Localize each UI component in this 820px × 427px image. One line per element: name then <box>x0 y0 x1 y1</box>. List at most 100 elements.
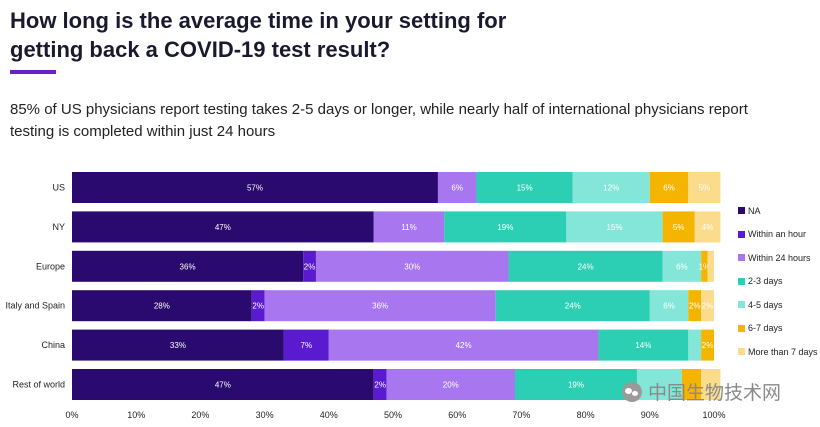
legend-swatch <box>738 230 745 238</box>
legend-swatch <box>738 348 745 356</box>
bar-segment <box>72 211 374 243</box>
data-label: 47% <box>215 223 231 232</box>
bar-segment <box>662 211 695 243</box>
bar-segment <box>386 369 515 400</box>
x-tick-label: 50% <box>384 410 402 420</box>
bar-segment <box>72 290 252 322</box>
bar-segment <box>72 250 304 282</box>
data-label: 2% <box>304 262 316 271</box>
data-label: 2% <box>252 302 264 311</box>
bar-segment <box>251 290 265 322</box>
category-label: Europe <box>36 261 65 271</box>
legend-swatch <box>738 277 745 285</box>
data-label: 20% <box>443 381 459 390</box>
chart-subtitle: 85% of US physicians report testing take… <box>10 101 748 140</box>
bar-segment <box>649 290 689 322</box>
bar-segment <box>495 290 650 322</box>
data-label: 2% <box>702 302 714 311</box>
legend-label: Within 24 hours <box>748 252 811 263</box>
data-label: 6% <box>451 184 463 193</box>
bar-segment <box>566 211 663 243</box>
bar-segment <box>514 369 637 400</box>
bar-segment <box>437 172 477 203</box>
legend-item: Within an hour <box>738 223 818 247</box>
data-label: 4% <box>702 223 714 232</box>
x-tick-label: 40% <box>320 410 338 420</box>
category-label: NY <box>52 222 65 232</box>
bar-segment <box>701 329 714 361</box>
data-label: 14% <box>635 341 651 350</box>
bar-segment <box>508 250 663 282</box>
legend-swatch <box>738 207 745 215</box>
data-label: 33% <box>170 341 186 350</box>
data-label: 30% <box>404 262 420 271</box>
bar-segment <box>444 211 567 243</box>
legend-item: NA <box>738 199 818 223</box>
legend-label: NA <box>748 205 761 216</box>
legend-label: 4-5 days <box>748 299 783 310</box>
watermark: 中国生物技术网 <box>622 378 781 405</box>
bar-segment <box>373 211 445 243</box>
wechat-icon <box>622 381 642 402</box>
category-label: Rest of world <box>12 380 65 390</box>
legend-item: 2-3 days <box>738 270 818 294</box>
data-label: 36% <box>180 262 196 271</box>
x-tick-label: 30% <box>256 410 274 420</box>
data-label: 24% <box>578 262 594 271</box>
data-label: 11% <box>401 223 416 232</box>
bar-segment <box>315 250 509 282</box>
data-label: 28% <box>154 302 170 311</box>
category-label: Italy and Spain <box>5 301 65 311</box>
bar-segment <box>707 250 714 282</box>
data-label: 12% <box>603 184 619 193</box>
x-tick-label: 60% <box>448 410 466 420</box>
data-label: 19% <box>497 223 513 232</box>
legend-swatch <box>738 324 745 332</box>
bar-segment <box>72 172 438 203</box>
data-label: 42% <box>456 341 472 350</box>
legend-item: More than 7 days <box>738 340 818 364</box>
data-label: 5% <box>699 184 711 193</box>
data-label: 6% <box>663 184 675 193</box>
data-label: 5% <box>673 223 685 232</box>
data-label: 1% <box>699 262 711 271</box>
x-tick-label: 70% <box>512 410 530 420</box>
data-label: 2% <box>689 302 701 311</box>
data-label: 19% <box>568 381 584 390</box>
x-tick-label: 10% <box>127 410 145 420</box>
data-label: 15% <box>606 223 622 232</box>
data-label: 2% <box>702 341 714 350</box>
data-label: 24% <box>565 302 581 311</box>
bar-segment <box>701 290 714 322</box>
bar-segment <box>283 329 329 361</box>
title-accent-bar <box>10 70 56 74</box>
bar-segment <box>303 250 316 282</box>
legend-label: Within an hour <box>748 229 807 240</box>
bar-segment <box>264 290 496 322</box>
bar-segment <box>681 369 702 400</box>
bar-segment <box>688 172 721 203</box>
legend-swatch <box>738 254 745 262</box>
legend-label: More than 7 days <box>748 346 818 357</box>
data-label: 36% <box>372 302 388 311</box>
category-label: US <box>52 183 65 193</box>
bar-segment <box>72 369 374 400</box>
data-label: 47% <box>215 381 231 390</box>
legend-label: 2-3 days <box>748 276 783 287</box>
x-tick-label: 20% <box>191 410 209 420</box>
watermark-text: 中国生物技术网 <box>648 383 782 404</box>
legend-item: Within 24 hours <box>738 246 818 270</box>
data-label: 6% <box>663 302 675 311</box>
bar-segment <box>476 172 573 203</box>
bar-segment <box>688 290 702 322</box>
bar-segment <box>373 369 387 400</box>
data-label: 6% <box>676 262 688 271</box>
legend-swatch <box>738 301 745 309</box>
bar-segment <box>72 329 284 361</box>
bar-segment <box>328 329 599 361</box>
bar-segment <box>701 250 708 282</box>
data-label: 7% <box>301 341 313 350</box>
legend-item: 4-5 days <box>738 293 818 317</box>
x-tick-label: 90% <box>641 410 659 420</box>
